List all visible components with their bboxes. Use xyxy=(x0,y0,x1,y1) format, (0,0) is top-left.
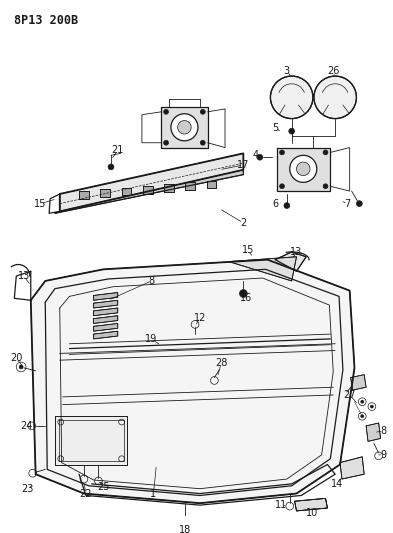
Circle shape xyxy=(284,203,290,208)
Text: 17: 17 xyxy=(237,160,250,170)
Text: 4: 4 xyxy=(253,150,259,160)
Circle shape xyxy=(200,140,205,145)
Polygon shape xyxy=(295,498,327,511)
Circle shape xyxy=(200,109,205,114)
Text: 27: 27 xyxy=(343,390,356,400)
Text: 15: 15 xyxy=(242,245,254,255)
Polygon shape xyxy=(121,188,131,195)
Text: 16: 16 xyxy=(240,293,252,303)
Text: 2: 2 xyxy=(240,218,246,228)
Text: 5: 5 xyxy=(272,123,278,133)
Circle shape xyxy=(257,155,263,160)
Text: 22: 22 xyxy=(80,489,92,498)
Circle shape xyxy=(323,150,328,155)
Circle shape xyxy=(19,365,23,369)
Circle shape xyxy=(323,184,328,189)
Circle shape xyxy=(361,415,364,418)
Text: 10: 10 xyxy=(306,508,318,518)
Text: 28: 28 xyxy=(215,358,227,368)
Text: 8: 8 xyxy=(149,276,154,286)
Polygon shape xyxy=(60,154,243,212)
Polygon shape xyxy=(94,308,118,316)
Text: 20: 20 xyxy=(10,353,22,364)
Text: 21: 21 xyxy=(112,146,124,156)
Polygon shape xyxy=(277,148,331,191)
Circle shape xyxy=(296,162,310,175)
Text: 25: 25 xyxy=(97,482,110,492)
Circle shape xyxy=(290,155,317,182)
Text: 24: 24 xyxy=(20,421,32,431)
Polygon shape xyxy=(351,375,366,390)
Circle shape xyxy=(178,120,191,134)
Polygon shape xyxy=(79,191,89,199)
Polygon shape xyxy=(94,293,118,300)
Polygon shape xyxy=(229,257,296,281)
Text: 9: 9 xyxy=(380,450,387,460)
Circle shape xyxy=(239,289,247,297)
Circle shape xyxy=(171,114,198,141)
Text: 7: 7 xyxy=(345,199,351,208)
Circle shape xyxy=(279,150,285,155)
Text: 1: 1 xyxy=(151,489,156,498)
Polygon shape xyxy=(55,170,243,213)
Text: 14: 14 xyxy=(331,479,343,489)
Text: 8: 8 xyxy=(380,426,387,435)
Text: 12: 12 xyxy=(194,313,206,322)
Circle shape xyxy=(356,201,362,206)
Polygon shape xyxy=(94,300,118,308)
Circle shape xyxy=(270,76,313,118)
Text: 19: 19 xyxy=(145,334,158,344)
Polygon shape xyxy=(94,316,118,324)
Text: 8P13 200B: 8P13 200B xyxy=(14,14,79,27)
Polygon shape xyxy=(366,423,380,441)
Polygon shape xyxy=(185,182,195,190)
Text: 13: 13 xyxy=(290,247,303,257)
Text: 15: 15 xyxy=(34,199,47,208)
Circle shape xyxy=(279,184,285,189)
Text: 3: 3 xyxy=(284,66,290,76)
Text: 18: 18 xyxy=(179,525,191,533)
Circle shape xyxy=(163,109,169,114)
Polygon shape xyxy=(340,457,364,479)
Circle shape xyxy=(289,128,295,134)
Circle shape xyxy=(108,164,114,170)
Polygon shape xyxy=(207,181,216,188)
Circle shape xyxy=(371,405,373,408)
Circle shape xyxy=(314,76,356,118)
Circle shape xyxy=(361,400,364,403)
Text: 13: 13 xyxy=(18,271,30,281)
Text: 6: 6 xyxy=(272,199,278,208)
Polygon shape xyxy=(55,416,127,465)
Polygon shape xyxy=(94,331,118,339)
Circle shape xyxy=(163,140,169,145)
Text: 23: 23 xyxy=(22,484,34,494)
Polygon shape xyxy=(143,186,152,193)
Polygon shape xyxy=(164,184,174,192)
Polygon shape xyxy=(94,324,118,331)
Text: 11: 11 xyxy=(275,500,287,510)
Text: 26: 26 xyxy=(327,66,340,76)
Polygon shape xyxy=(100,189,110,197)
Polygon shape xyxy=(161,107,208,148)
Polygon shape xyxy=(31,260,354,503)
Polygon shape xyxy=(275,252,306,271)
